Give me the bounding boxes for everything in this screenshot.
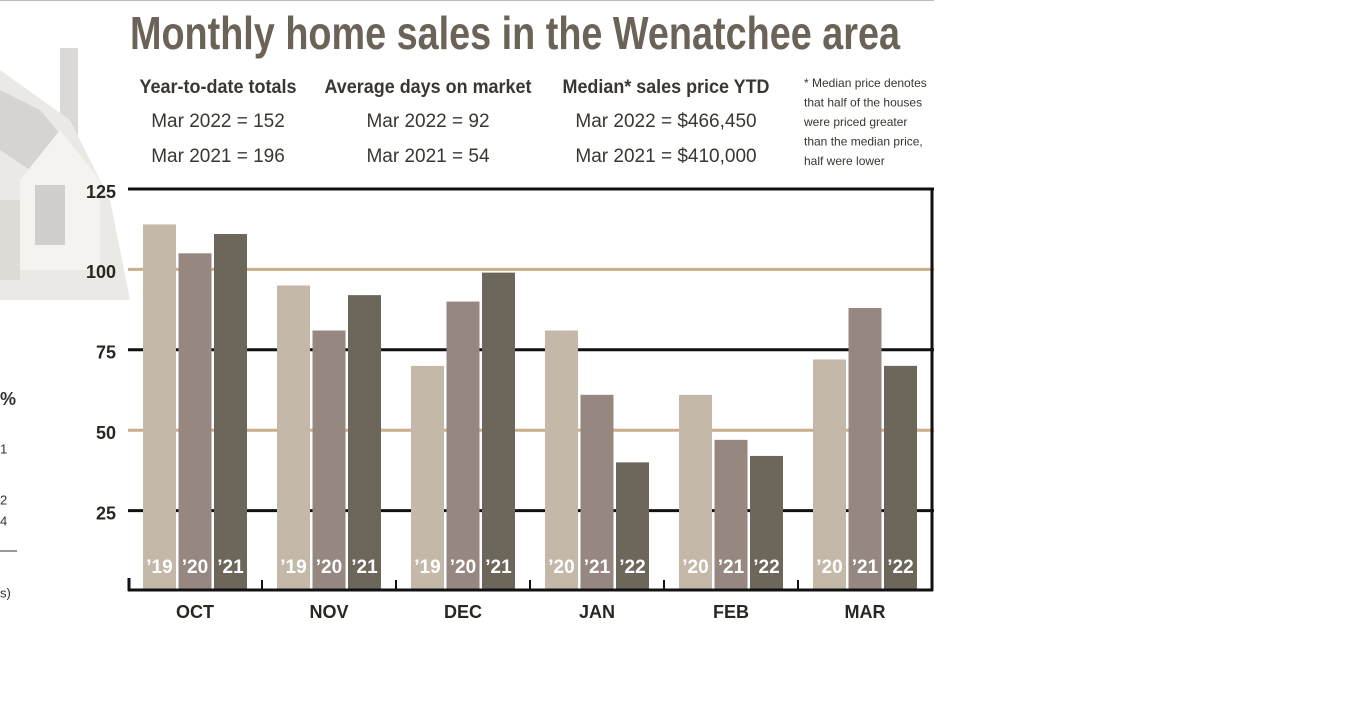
bar <box>848 307 882 591</box>
note-line: * Median price denotes <box>804 76 927 90</box>
bar <box>482 272 515 591</box>
bar <box>616 462 649 591</box>
bar <box>446 301 480 591</box>
bar-label: ’20 <box>548 557 574 578</box>
stat-heading: Average days on market <box>325 77 533 98</box>
side-fragment: 2 <box>0 492 7 507</box>
bar-label: ’21 <box>718 557 745 578</box>
x-tick-label: DEC <box>444 602 482 622</box>
bar <box>411 365 444 591</box>
bar-label: ’20 <box>182 557 208 578</box>
bar-label: ’19 <box>280 557 306 578</box>
note-line: than the median price, <box>804 135 923 149</box>
y-tick-label: 100 <box>86 262 116 282</box>
bar-label: ’20 <box>682 557 708 578</box>
side-fragment: 4 <box>0 513 7 528</box>
x-tick-label: NOV <box>309 602 348 622</box>
chart-title: Monthly home sales in the Wenatchee area <box>130 7 900 59</box>
bar <box>580 394 614 591</box>
bar-label: ’19 <box>414 557 440 578</box>
stat-line: Mar 2022 = 152 <box>151 111 285 132</box>
bar-label: ’22 <box>619 557 645 578</box>
x-tick-label: JAN <box>579 602 615 622</box>
note-line: that half of the houses <box>804 96 922 110</box>
bar-label: ’20 <box>816 557 842 578</box>
x-tick-label: FEB <box>713 602 749 622</box>
y-tick-label: 50 <box>96 423 116 443</box>
note-line: half were lower <box>804 154 885 168</box>
side-fragment: s) <box>0 585 11 600</box>
stat-line: Mar 2021 = 196 <box>151 146 285 167</box>
bar <box>750 455 783 591</box>
stat-line: Mar 2022 = 92 <box>366 111 489 132</box>
bar-label: ’21 <box>485 557 512 578</box>
bar <box>143 224 176 591</box>
house-illustration <box>0 48 130 300</box>
bar <box>714 439 748 591</box>
stat-heading: Median* sales price YTD <box>563 77 770 98</box>
bar <box>679 394 712 591</box>
note-line: were priced greater <box>803 115 907 129</box>
bar <box>277 285 310 591</box>
bar <box>813 359 846 591</box>
y-tick-label: 125 <box>86 182 116 202</box>
bar <box>348 295 381 591</box>
bar-label: ’22 <box>887 557 913 578</box>
side-fragment: 1 <box>0 441 7 456</box>
bar <box>214 234 247 592</box>
plot-frame <box>127 189 934 592</box>
bar-label: ’21 <box>217 557 244 578</box>
bar-label: ’21 <box>852 557 879 578</box>
bar-label: ’20 <box>450 557 476 578</box>
y-tick-label: 25 <box>96 503 116 523</box>
bar-label: ’19 <box>146 557 172 578</box>
stat-line: Mar 2021 = $410,000 <box>575 146 756 167</box>
bar-label: ’21 <box>351 557 378 578</box>
stat-heading: Year-to-date totals <box>140 77 297 98</box>
x-tick-label: MAR <box>845 602 886 622</box>
x-tick-label: OCT <box>176 602 214 622</box>
bar <box>178 253 212 591</box>
bar-label: ’21 <box>584 557 611 578</box>
side-fragment: % <box>0 389 16 409</box>
bar-label: ’20 <box>316 557 342 578</box>
stat-line: Mar 2021 = 54 <box>366 146 489 167</box>
y-tick-label: 75 <box>96 343 116 363</box>
bar <box>545 330 578 591</box>
bar <box>312 330 346 591</box>
bar <box>884 365 917 591</box>
bar-label: ’22 <box>753 557 779 578</box>
stat-line: Mar 2022 = $466,450 <box>575 111 756 132</box>
